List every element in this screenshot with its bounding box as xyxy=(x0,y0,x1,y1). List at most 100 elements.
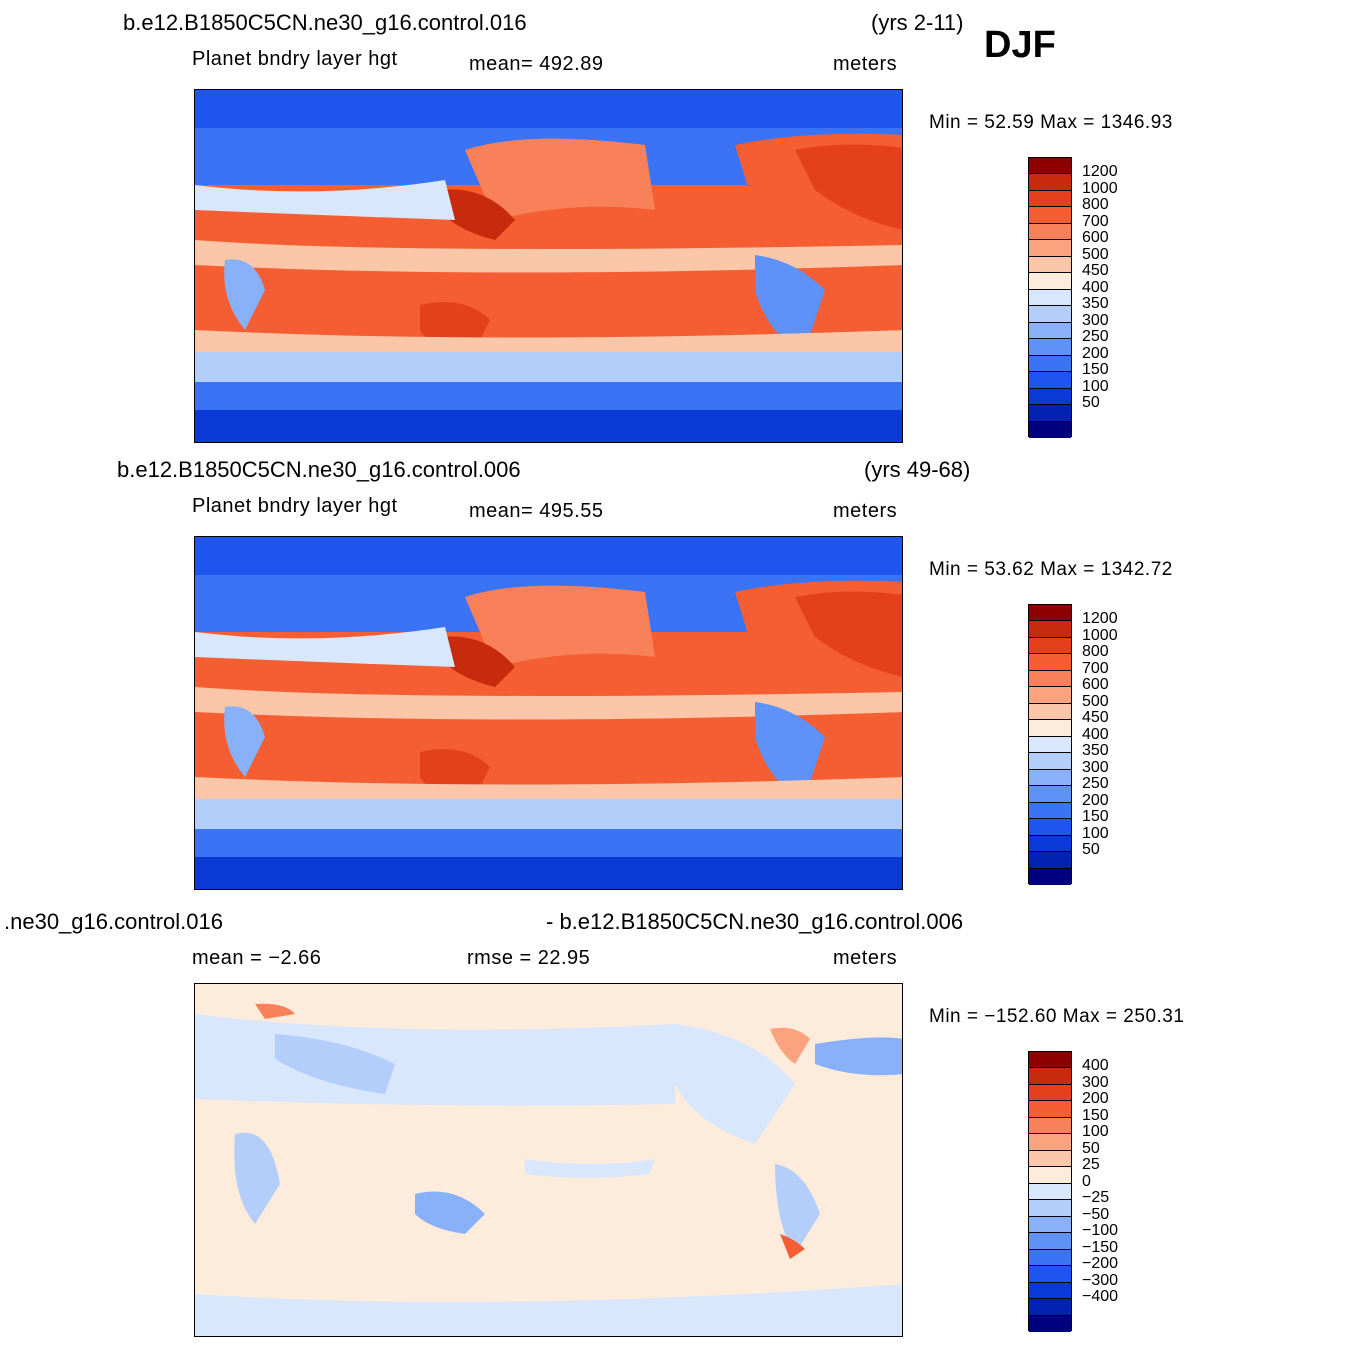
colorbar-tick-label: 450 xyxy=(1082,262,1109,280)
panel3-minmax: Min = −152.60 Max = 250.31 xyxy=(929,1006,1185,1027)
colorbar-tick-label: 350 xyxy=(1082,742,1109,760)
colorbar-tick-label: 1200 xyxy=(1082,163,1118,181)
colorbar-swatch xyxy=(1029,670,1071,688)
panel1-mean: mean= 492.89 xyxy=(469,53,604,75)
colorbar-swatch xyxy=(1029,1200,1071,1217)
colorbar-swatch xyxy=(1029,703,1071,721)
panel2-colorbar xyxy=(1028,604,1072,885)
colorbar-swatch xyxy=(1029,720,1071,737)
colorbar-swatch xyxy=(1029,1249,1071,1267)
panel3-units: meters xyxy=(833,947,898,969)
colorbar-swatch xyxy=(1029,687,1071,704)
colorbar-tick-label: −100 xyxy=(1082,1222,1119,1240)
colorbar-swatch xyxy=(1029,1282,1071,1300)
panel1-colorbar xyxy=(1028,157,1072,438)
colorbar-tick-label: 500 xyxy=(1082,245,1109,263)
colorbar-tick-label: 200 xyxy=(1082,1090,1109,1108)
colorbar-swatch xyxy=(1029,273,1071,290)
colorbar-swatch xyxy=(1029,158,1071,175)
colorbar-tick-label: −25 xyxy=(1082,1189,1110,1207)
colorbar-swatch xyxy=(1029,1315,1071,1332)
colorbar-tick-label: 400 xyxy=(1082,1057,1109,1075)
colorbar-swatch xyxy=(1029,1150,1071,1168)
colorbar-tick-label: −200 xyxy=(1082,1255,1119,1273)
colorbar-tick-label: 25 xyxy=(1082,1156,1100,1174)
panel1-minmax: Min = 52.59 Max = 1346.93 xyxy=(929,112,1173,133)
colorbar-swatch xyxy=(1029,1183,1071,1201)
colorbar-tick-label: 250 xyxy=(1082,328,1109,346)
panel3-colorbar xyxy=(1028,1051,1072,1332)
panel1-years: (yrs 2-11) xyxy=(871,10,964,35)
colorbar-swatch xyxy=(1029,868,1071,885)
colorbar-swatch xyxy=(1029,1299,1071,1316)
colorbar-swatch xyxy=(1029,1068,1071,1085)
colorbar-tick-label: −400 xyxy=(1082,1288,1119,1306)
colorbar-swatch xyxy=(1029,256,1071,274)
colorbar-swatch xyxy=(1029,306,1071,323)
colorbar-tick-label: 100 xyxy=(1082,377,1109,395)
panel3-mean: mean = −2.66 xyxy=(192,947,322,969)
colorbar-tick-label: 0 xyxy=(1082,1172,1091,1190)
panel2-case-name: b.e12.B1850C5CN.ne30_g16.control.006 xyxy=(117,457,521,482)
panel2-map xyxy=(194,536,903,890)
colorbar-tick-label: 200 xyxy=(1082,791,1109,809)
colorbar-swatch xyxy=(1029,736,1071,754)
panel3-case-subtracted: - b.e12.B1850C5CN.ne30_g16.control.006 xyxy=(546,909,964,934)
colorbar-tick-label: 150 xyxy=(1082,808,1109,826)
colorbar-tick-label: 300 xyxy=(1082,311,1109,329)
panel1-case-name: b.e12.B1850C5CN.ne30_g16.control.016 xyxy=(123,10,527,35)
colorbar-tick-label: 350 xyxy=(1082,295,1109,313)
colorbar-tick-label: 1000 xyxy=(1082,626,1118,644)
colorbar-swatch xyxy=(1029,654,1071,671)
colorbar-swatch xyxy=(1029,174,1071,191)
colorbar-tick-label: 300 xyxy=(1082,1073,1109,1091)
colorbar-swatch xyxy=(1029,240,1071,257)
colorbar-swatch xyxy=(1029,621,1071,638)
colorbar-tick-label: 1200 xyxy=(1082,610,1118,628)
colorbar-swatch xyxy=(1029,637,1071,655)
colorbar-swatch xyxy=(1029,819,1071,836)
colorbar-tick-label: 50 xyxy=(1082,841,1100,859)
colorbar-swatch xyxy=(1029,372,1071,389)
season-label: DJF xyxy=(984,24,1056,66)
colorbar-tick-label: 500 xyxy=(1082,692,1109,710)
panel3-case-name: .ne30_g16.control.016 xyxy=(4,909,223,934)
colorbar-swatch xyxy=(1029,1052,1071,1069)
panel2-years: (yrs 49-68) xyxy=(864,457,971,482)
colorbar-swatch xyxy=(1029,786,1071,803)
panel3-rmse: rmse = 22.95 xyxy=(467,947,591,969)
colorbar-tick-label: 600 xyxy=(1082,229,1109,247)
panel2-units: meters xyxy=(833,500,898,522)
colorbar-tick-label: −150 xyxy=(1082,1238,1119,1256)
panel1-units: meters xyxy=(833,53,898,75)
colorbar-swatch xyxy=(1029,1084,1071,1102)
colorbar-swatch xyxy=(1029,1101,1071,1118)
colorbar-tick-label: 700 xyxy=(1082,659,1109,677)
panel2-minmax: Min = 53.62 Max = 1342.72 xyxy=(929,559,1173,580)
colorbar-swatch xyxy=(1029,769,1071,787)
colorbar-tick-label: 600 xyxy=(1082,676,1109,694)
colorbar-swatch xyxy=(1029,355,1071,373)
colorbar-tick-label: 450 xyxy=(1082,709,1109,727)
panel1-map xyxy=(194,89,903,443)
colorbar-tick-label: 100 xyxy=(1082,824,1109,842)
colorbar-swatch xyxy=(1029,1266,1071,1283)
colorbar-swatch xyxy=(1029,1216,1071,1234)
colorbar-tick-label: −50 xyxy=(1082,1205,1110,1223)
colorbar-swatch xyxy=(1029,852,1071,869)
colorbar-swatch xyxy=(1029,223,1071,241)
colorbar-tick-label: 100 xyxy=(1082,1123,1109,1141)
panel3-map xyxy=(194,983,903,1337)
colorbar-tick-label: 150 xyxy=(1082,1106,1109,1124)
colorbar-swatch xyxy=(1029,322,1071,340)
colorbar-tick-label: 1000 xyxy=(1082,179,1118,197)
colorbar-swatch xyxy=(1029,835,1071,853)
colorbar-swatch xyxy=(1029,388,1071,406)
colorbar-swatch xyxy=(1029,421,1071,438)
colorbar-tick-label: 800 xyxy=(1082,643,1109,661)
colorbar-tick-label: 200 xyxy=(1082,344,1109,362)
colorbar-swatch xyxy=(1029,753,1071,770)
colorbar-swatch xyxy=(1029,190,1071,208)
colorbar-tick-label: 300 xyxy=(1082,758,1109,776)
colorbar-tick-label: 150 xyxy=(1082,361,1109,379)
